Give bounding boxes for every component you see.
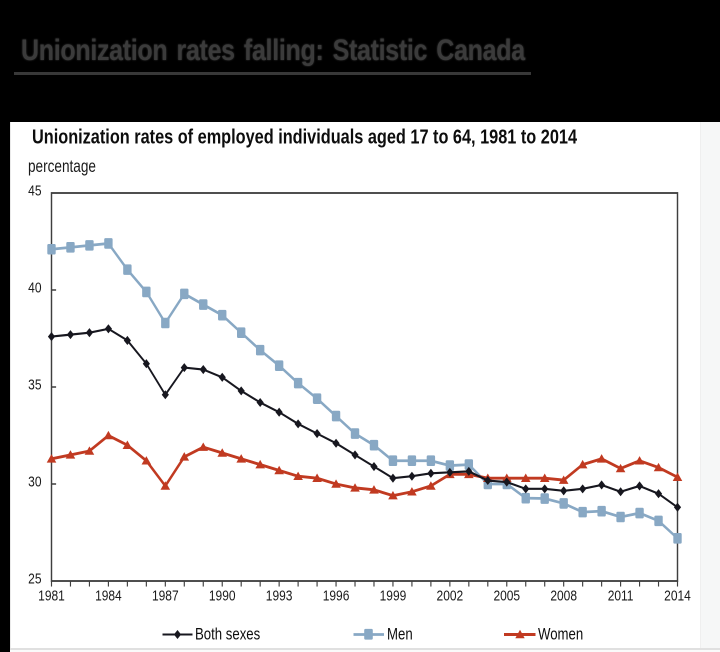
svg-text:2014: 2014 (664, 587, 691, 604)
svg-text:Women: Women (538, 625, 583, 644)
svg-text:2002: 2002 (437, 587, 464, 604)
svg-text:2011: 2011 (608, 587, 634, 604)
svg-text:1999: 1999 (380, 587, 407, 604)
svg-text:1984: 1984 (95, 587, 122, 604)
svg-text:Both sexes: Both sexes (195, 625, 260, 644)
svg-text:1996: 1996 (323, 587, 350, 604)
svg-text:45: 45 (28, 182, 41, 199)
svg-text:30: 30 (28, 473, 42, 490)
svg-text:1990: 1990 (209, 587, 236, 604)
svg-text:40: 40 (28, 279, 42, 296)
svg-text:Men: Men (387, 625, 413, 644)
svg-text:2005: 2005 (493, 587, 520, 604)
svg-text:1993: 1993 (266, 587, 293, 604)
svg-text:2008: 2008 (550, 587, 577, 604)
svg-text:25: 25 (28, 570, 41, 587)
svg-text:Unionization rates of employed: Unionization rates of employed individua… (32, 125, 578, 148)
svg-text:1981: 1981 (38, 587, 65, 604)
svg-text:1987: 1987 (152, 587, 179, 604)
svg-text:35: 35 (28, 376, 41, 393)
svg-text:percentage: percentage (28, 158, 96, 177)
